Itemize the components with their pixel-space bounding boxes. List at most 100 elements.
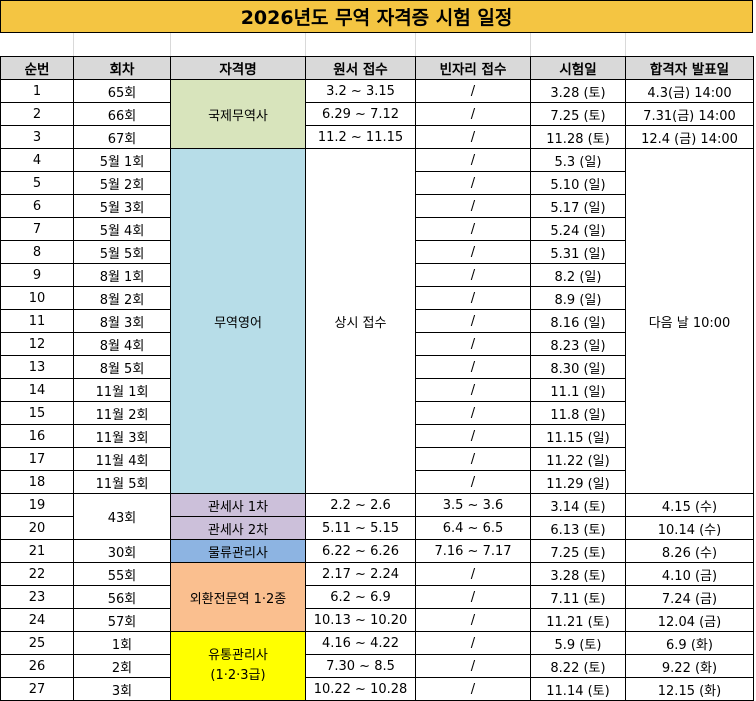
row-no: 26 bbox=[0, 654, 74, 678]
row-exam-date: 5.31 (일) bbox=[530, 240, 626, 264]
col-header-exam-date: 시험일 bbox=[530, 56, 626, 80]
row-result-date: 12.04 (금) bbox=[625, 608, 754, 632]
row-no: 9 bbox=[0, 263, 74, 287]
row-exam-date: 5.10 (일) bbox=[530, 171, 626, 195]
row-round: 8월 1회 bbox=[73, 263, 171, 287]
row-no: 16 bbox=[0, 424, 74, 448]
row-no: 10 bbox=[0, 286, 74, 310]
row-no: 17 bbox=[0, 447, 74, 471]
col-header-result-date: 합격자 발표일 bbox=[625, 56, 754, 80]
row-exam-date: 8.23 (일) bbox=[530, 332, 626, 356]
row-vacancy: / bbox=[415, 286, 531, 310]
table-row: 2 66회 6.29 ~ 7.12 / 7.25 (토) 7.31(금) 14:… bbox=[0, 102, 754, 126]
row-vacancy: / bbox=[415, 102, 531, 126]
col-header-application: 원서 접수 bbox=[305, 56, 416, 80]
row-no: 12 bbox=[0, 332, 74, 356]
table-header-row: 순번 회차 자격명 원서 접수 빈자리 접수 시험일 합격자 발표일 bbox=[0, 56, 754, 80]
row-round: 11월 4회 bbox=[73, 447, 171, 471]
row-no: 5 bbox=[0, 171, 74, 195]
table-row: 20 관세사 2차 5.11 ~ 5.15 6.4 ~ 6.5 6.13 (토)… bbox=[0, 516, 754, 540]
row-no: 21 bbox=[0, 539, 74, 563]
col-header-name: 자격명 bbox=[170, 56, 306, 80]
table-row: 5 5월 2회 / 5.10 (일) bbox=[0, 171, 754, 195]
row-vacancy: / bbox=[415, 263, 531, 287]
row-result-date: 4.3(금) 14:00 bbox=[625, 79, 754, 103]
row-no: 2 bbox=[0, 102, 74, 126]
row-round: 5월 5회 bbox=[73, 240, 171, 264]
cert-name-trade-pro: 국제무역사 bbox=[170, 79, 306, 149]
table-row: 4 5월 1회 무역영어 상시 접수 / 5.3 (일) 다음 날 10:00 bbox=[0, 148, 754, 494]
row-round: 30회 bbox=[73, 539, 171, 563]
row-round: 2회 bbox=[73, 654, 171, 678]
row-exam-date: 3.14 (토) bbox=[530, 493, 626, 517]
row-round: 8월 4회 bbox=[73, 332, 171, 356]
cert-name-customs-2: 관세사 2차 bbox=[170, 516, 306, 540]
cert-name-distribution: 유통관리사 (1·2·3급) bbox=[170, 631, 306, 701]
row-exam-date: 3.28 (토) bbox=[530, 562, 626, 586]
table-row: 8 5월 5회 / 5.31 (일) bbox=[0, 240, 754, 264]
row-no: 6 bbox=[0, 194, 74, 218]
row-round: 8월 3회 bbox=[73, 309, 171, 333]
row-result-date: 9.22 (화) bbox=[625, 654, 754, 678]
row-exam-date: 11.22 (일) bbox=[530, 447, 626, 471]
page-title: 2026년도 무역 자격증 시험 일정 bbox=[0, 0, 753, 33]
row-application: 10.13 ~ 10.20 bbox=[305, 608, 416, 632]
table-row: 16 11월 3회 / 11.15 (일) bbox=[0, 424, 754, 448]
trade-english-application: 상시 접수 bbox=[305, 148, 416, 494]
row-round: 1회 bbox=[73, 631, 171, 655]
table-row: 7 5월 4회 / 5.24 (일) bbox=[0, 217, 754, 241]
row-exam-date: 7.25 (토) bbox=[530, 102, 626, 126]
col-header-round: 회차 bbox=[73, 56, 171, 80]
table-row: 25 1회 유통관리사 (1·2·3급) 4.16 ~ 4.22 / 5.9 (… bbox=[0, 631, 754, 701]
row-no: 8 bbox=[0, 240, 74, 264]
trade-english-result: 다음 날 10:00 bbox=[625, 148, 754, 494]
col-header-no: 순번 bbox=[0, 56, 74, 80]
row-round: 8월 2회 bbox=[73, 286, 171, 310]
table-row: 24 57회 10.13 ~ 10.20 / 11.21 (토) 12.04 (… bbox=[0, 608, 754, 632]
table-row: 22 55회 외환전문역 1·2종 2.17 ~ 2.24 / 3.28 (토)… bbox=[0, 562, 754, 632]
row-vacancy: / bbox=[415, 125, 531, 149]
row-round: 11월 2회 bbox=[73, 401, 171, 425]
row-application: 3.2 ~ 3.15 bbox=[305, 79, 416, 103]
row-application: 7.30 ~ 8.5 bbox=[305, 654, 416, 678]
table-row: 18 11월 5회 / 11.29 (일) bbox=[0, 470, 754, 494]
row-vacancy: / bbox=[415, 217, 531, 241]
row-no: 19 bbox=[0, 493, 74, 517]
row-vacancy: / bbox=[415, 608, 531, 632]
row-no: 1 bbox=[0, 79, 74, 103]
row-round: 56회 bbox=[73, 585, 171, 609]
row-application: 2.2 ~ 2.6 bbox=[305, 493, 416, 517]
row-vacancy: / bbox=[415, 332, 531, 356]
table-row: 3 67회 11.2 ~ 11.15 / 11.28 (토) 12.4 (금) … bbox=[0, 125, 754, 149]
row-exam-date: 5.3 (일) bbox=[530, 148, 626, 172]
row-exam-date: 5.17 (일) bbox=[530, 194, 626, 218]
row-round: 8월 5회 bbox=[73, 355, 171, 379]
row-no: 22 bbox=[0, 562, 74, 586]
row-round: 5월 1회 bbox=[73, 148, 171, 172]
row-exam-date: 8.16 (일) bbox=[530, 309, 626, 333]
row-exam-date: 6.13 (토) bbox=[530, 516, 626, 540]
row-exam-date: 8.9 (일) bbox=[530, 286, 626, 310]
row-round: 55회 bbox=[73, 562, 171, 586]
row-vacancy: / bbox=[415, 562, 531, 586]
row-exam-date: 11.1 (일) bbox=[530, 378, 626, 402]
row-no: 24 bbox=[0, 608, 74, 632]
row-round: 11월 5회 bbox=[73, 470, 171, 494]
customs-round: 43회 bbox=[73, 493, 171, 540]
row-exam-date: 11.8 (일) bbox=[530, 401, 626, 425]
table-row: 26 2회 7.30 ~ 8.5 / 8.22 (토) 9.22 (화) bbox=[0, 654, 754, 678]
row-application: 11.2 ~ 11.15 bbox=[305, 125, 416, 149]
row-result-date: 8.26 (수) bbox=[625, 539, 754, 563]
row-vacancy: / bbox=[415, 470, 531, 494]
spacer-row bbox=[0, 33, 753, 56]
row-round: 65회 bbox=[73, 79, 171, 103]
row-vacancy: 6.4 ~ 6.5 bbox=[415, 516, 531, 540]
cert-name-trade-english: 무역영어 bbox=[170, 148, 306, 494]
cert-name-customs-1: 관세사 1차 bbox=[170, 493, 306, 517]
row-result-date: 12.4 (금) 14:00 bbox=[625, 125, 754, 149]
row-vacancy: / bbox=[415, 355, 531, 379]
row-exam-date: 3.28 (토) bbox=[530, 79, 626, 103]
row-exam-date: 8.30 (일) bbox=[530, 355, 626, 379]
row-exam-date: 7.11 (토) bbox=[530, 585, 626, 609]
table-row: 21 30회 물류관리사 6.22 ~ 6.26 7.16 ~ 7.17 7.2… bbox=[0, 539, 754, 563]
